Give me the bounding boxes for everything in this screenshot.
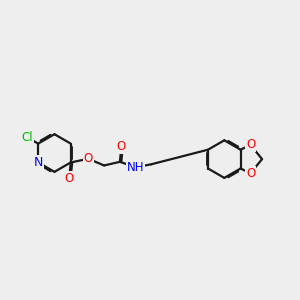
Text: O: O [84,152,93,165]
Text: O: O [246,138,255,152]
Text: Cl: Cl [22,131,33,144]
Text: O: O [117,140,126,153]
Text: N: N [34,156,43,169]
Text: O: O [64,172,74,185]
Text: O: O [246,167,255,180]
Text: NH: NH [127,161,144,174]
